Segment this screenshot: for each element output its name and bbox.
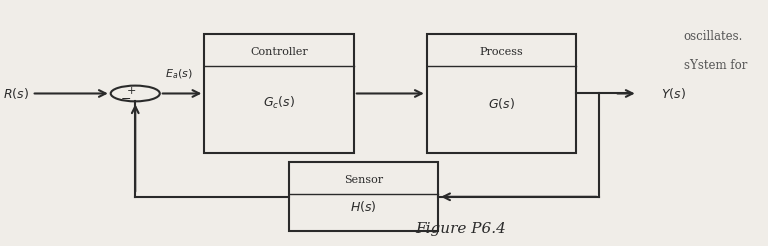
Text: oscillates.: oscillates.: [684, 30, 743, 43]
Text: Process: Process: [479, 47, 523, 57]
Text: $R(s)$: $R(s)$: [3, 86, 29, 101]
Text: sYstem for: sYstem for: [684, 59, 747, 72]
FancyBboxPatch shape: [427, 34, 576, 153]
Text: $H(s)$: $H(s)$: [350, 199, 377, 214]
Text: Sensor: Sensor: [344, 175, 383, 184]
Text: Controller: Controller: [250, 47, 308, 57]
FancyBboxPatch shape: [289, 162, 439, 231]
FancyBboxPatch shape: [204, 34, 354, 153]
Text: $E_a(s)$: $E_a(s)$: [165, 68, 193, 81]
Text: $G_c(s)$: $G_c(s)$: [263, 95, 295, 111]
Text: +: +: [127, 86, 136, 95]
Text: −: −: [121, 93, 131, 106]
Text: $Y(s)$: $Y(s)$: [660, 86, 686, 101]
Text: Figure P6.4: Figure P6.4: [415, 222, 506, 236]
Text: $G(s)$: $G(s)$: [488, 96, 515, 111]
